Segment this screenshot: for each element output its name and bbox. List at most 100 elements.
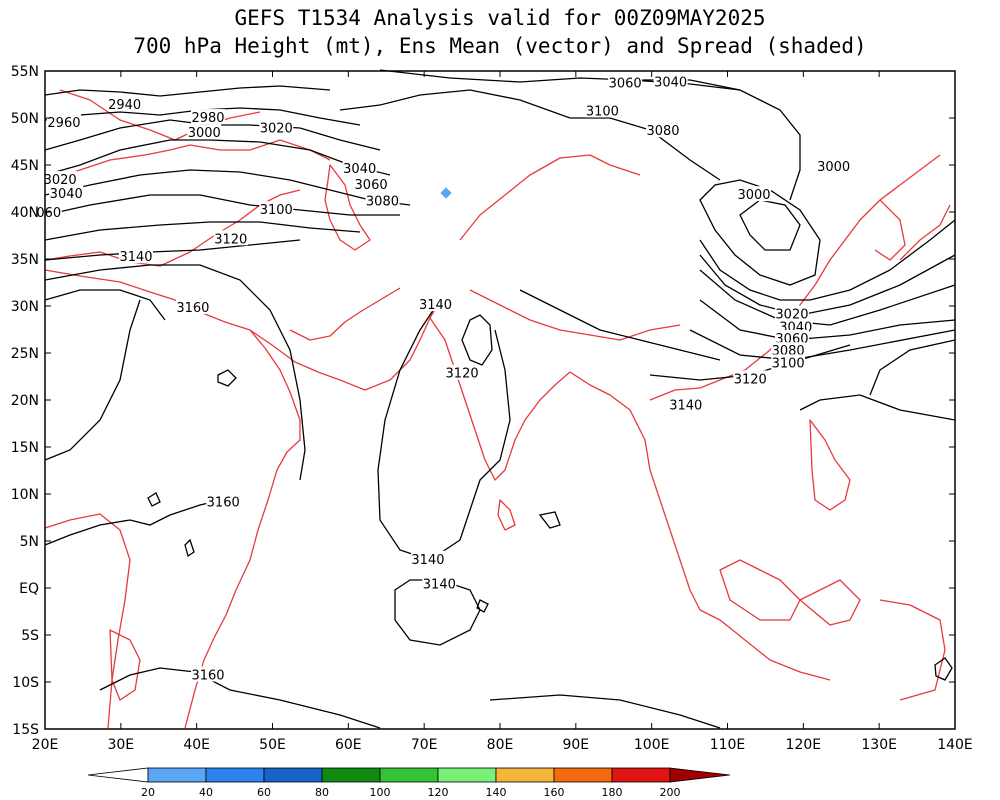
contour-label-bg [191,109,226,125]
contour-label-bg [119,248,153,264]
contour-label-bg [445,364,480,380]
contour-label-bg [737,186,772,202]
contour-label-bg [774,305,809,321]
contour-label: 3120 [446,367,479,382]
colorbar-label: 20 [141,786,155,799]
lat-label: 50N [11,111,39,127]
lat-label: 10S [12,675,39,691]
contour-label-bg [646,122,681,138]
colorbar-label: 100 [370,786,391,799]
contour-label: 2980 [191,111,224,126]
contour-label-bg [175,298,210,314]
lat-label: 15N [11,440,39,456]
colorbar-low-end [87,767,149,783]
contour-label-bg [354,175,389,191]
lat-label: 15S [12,722,39,738]
contour-label-bg [342,159,377,175]
colorbar-label: 40 [199,786,213,799]
contour-label-bg [422,575,457,591]
colorbar-label: 80 [315,786,329,799]
contour-label-bg [410,550,445,566]
contour-label: 3120 [734,372,767,387]
lon-label: 50E [259,737,286,753]
contour-label-bg [259,201,294,217]
contour-label: 3140 [669,399,702,414]
colorbar-label: 60 [257,786,271,799]
lon-label: 110E [710,737,746,753]
colorbar-label: 140 [486,786,507,799]
contour-label: 3000 [737,188,770,203]
contour-label: 3060 [609,76,642,91]
spread-colorbar [87,767,731,783]
lon-label: 100E [634,737,670,753]
lat-label: EQ [19,581,39,597]
lat-label: 40N [11,205,39,221]
lat-label: 35N [11,252,39,268]
contour-label-bg [774,329,809,345]
lon-label: 120E [786,737,822,753]
contour-label-bg [365,192,400,208]
lat-label: 20N [11,393,39,409]
contour-label-bg [778,318,813,334]
lon-label: 20E [32,737,59,753]
colorbar-segment [321,767,381,783]
contour-label: 3000 [817,160,850,175]
contour-label: 3140 [419,298,452,313]
longitude-labels: 20E 30E 40E 50E 60E 70E 80E 90E 100E 110E 120E 130E… [32,737,973,753]
axis-ticks [44,70,956,730]
lon-label: 70E [411,737,438,753]
map-title-line1: GEFS T1534 Analysis valid for 00Z09MAY20… [234,6,766,30]
contour-label-bg [771,342,806,358]
contour-label: 3140 [119,250,152,265]
contour-label: 3000 [188,126,221,141]
lon-label: 90E [562,737,589,753]
lat-label: 30N [11,299,39,315]
contour-label: 3160 [191,668,224,683]
contour-label: 3060 [355,178,388,193]
contour-label: 3020 [260,121,293,136]
contour-label: 060 [36,206,61,221]
contour-label: 3040 [654,75,687,90]
colorbar-segment [263,767,323,783]
colorbar-segment [611,767,671,783]
lat-label: 25N [11,346,39,362]
colorbar-segment [437,767,497,783]
spread-shading-blob [440,187,452,199]
contour-label: 3100 [260,203,293,218]
lat-label: 10N [11,487,39,503]
contour-label-bg [259,119,294,135]
contour-label-bg [43,171,78,187]
contour-label-bg [191,666,226,682]
lon-label: 140E [937,737,973,753]
contour-label: 3120 [214,232,247,247]
lon-label: 130E [861,737,897,753]
contour-label-bg [418,296,453,312]
contour-label-bg [46,113,81,129]
colorbar-segment [205,767,265,783]
contour-label: 3140 [423,577,456,592]
contour-label: 3040 [50,187,83,202]
colorbar-segment [553,767,613,783]
contour-label-bg [668,396,703,412]
colorbar-label: 200 [660,786,681,799]
contour-label: 3100 [772,356,805,371]
contour-label: 2960 [47,116,80,131]
contour-label: 3140 [411,553,444,568]
colorbar-segment [495,767,555,783]
contour-label: 3080 [366,195,399,210]
colorbar-label: 180 [602,786,623,799]
contour-label: 3040 [343,162,376,177]
contour-label: 2940 [108,98,141,113]
contour-label: 3160 [176,301,209,316]
lat-label: 5S [21,628,39,644]
colorbar-labels: 20 40 60 80 100 120 140 160 180 200 [141,786,681,799]
coastlines-borders [44,89,951,729]
lon-label: 30E [107,737,134,753]
contour-label: 3080 [646,124,679,139]
lat-label: 55N [11,64,39,80]
lon-label: 60E [335,737,362,753]
contour-label-bg [213,230,248,246]
contour-label-bg [187,124,222,140]
